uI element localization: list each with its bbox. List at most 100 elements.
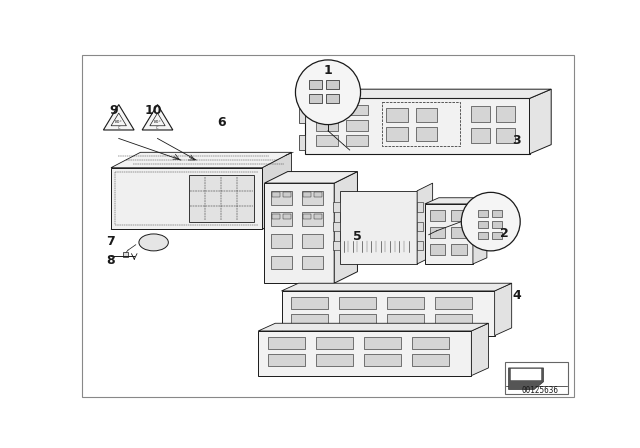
Polygon shape <box>104 104 134 130</box>
Polygon shape <box>415 108 437 121</box>
Polygon shape <box>492 232 502 238</box>
Polygon shape <box>271 212 292 226</box>
Polygon shape <box>472 128 490 143</box>
Polygon shape <box>346 104 367 116</box>
Polygon shape <box>386 127 408 141</box>
Polygon shape <box>496 128 515 143</box>
Polygon shape <box>386 108 408 121</box>
Polygon shape <box>340 191 417 264</box>
Polygon shape <box>303 192 311 197</box>
Polygon shape <box>451 227 467 238</box>
Polygon shape <box>339 314 376 326</box>
Text: 10: 10 <box>145 104 162 117</box>
Polygon shape <box>305 99 529 154</box>
Polygon shape <box>301 212 323 226</box>
Text: 80°: 80° <box>154 121 161 125</box>
Polygon shape <box>298 134 305 150</box>
Polygon shape <box>387 314 424 326</box>
Text: 6: 6 <box>217 116 226 129</box>
Polygon shape <box>264 183 334 283</box>
Polygon shape <box>429 227 445 238</box>
Polygon shape <box>435 314 472 326</box>
Polygon shape <box>364 337 401 349</box>
Polygon shape <box>505 362 568 394</box>
Polygon shape <box>417 183 433 264</box>
Polygon shape <box>451 210 467 221</box>
Polygon shape <box>417 241 423 250</box>
Polygon shape <box>412 337 449 349</box>
Polygon shape <box>333 241 340 250</box>
Polygon shape <box>346 135 367 146</box>
Polygon shape <box>268 354 305 366</box>
Polygon shape <box>425 204 473 264</box>
Polygon shape <box>272 192 280 197</box>
Polygon shape <box>478 232 488 238</box>
Polygon shape <box>111 214 292 229</box>
Polygon shape <box>259 331 472 375</box>
Text: C: C <box>156 126 159 130</box>
Polygon shape <box>478 221 488 228</box>
Polygon shape <box>415 127 437 141</box>
Polygon shape <box>412 354 449 366</box>
Polygon shape <box>333 202 340 211</box>
Polygon shape <box>316 354 353 366</box>
Text: 80°: 80° <box>115 121 123 125</box>
Text: 8: 8 <box>106 254 115 267</box>
Text: 1: 1 <box>324 64 332 77</box>
Polygon shape <box>282 283 511 291</box>
Polygon shape <box>316 104 338 116</box>
Polygon shape <box>271 234 292 248</box>
Polygon shape <box>478 210 488 217</box>
Polygon shape <box>282 291 495 336</box>
Polygon shape <box>271 255 292 269</box>
Text: 2: 2 <box>500 227 508 240</box>
Polygon shape <box>301 191 323 205</box>
Polygon shape <box>301 255 323 269</box>
Polygon shape <box>259 323 488 331</box>
Polygon shape <box>309 94 322 103</box>
Polygon shape <box>417 202 423 211</box>
Circle shape <box>296 60 360 125</box>
Polygon shape <box>472 106 490 121</box>
Polygon shape <box>305 89 551 99</box>
Polygon shape <box>472 323 488 375</box>
Polygon shape <box>303 214 311 219</box>
Polygon shape <box>429 244 445 255</box>
Polygon shape <box>291 297 328 309</box>
Polygon shape <box>495 283 511 336</box>
Polygon shape <box>429 210 445 221</box>
Polygon shape <box>451 244 467 255</box>
Polygon shape <box>425 198 487 204</box>
Polygon shape <box>339 297 376 309</box>
Circle shape <box>461 192 520 251</box>
Polygon shape <box>346 120 367 131</box>
Polygon shape <box>316 135 338 146</box>
Polygon shape <box>283 214 291 219</box>
Text: 9: 9 <box>109 104 118 117</box>
Polygon shape <box>301 234 323 248</box>
Polygon shape <box>268 337 305 349</box>
Polygon shape <box>509 368 543 389</box>
Text: 00125636: 00125636 <box>522 386 559 395</box>
Polygon shape <box>334 172 358 283</box>
Polygon shape <box>264 172 358 183</box>
Text: C: C <box>118 126 120 130</box>
Ellipse shape <box>139 234 168 251</box>
Polygon shape <box>417 222 423 231</box>
Polygon shape <box>291 314 328 326</box>
Polygon shape <box>326 80 339 89</box>
Text: 4: 4 <box>512 289 521 302</box>
Polygon shape <box>111 168 262 229</box>
Polygon shape <box>111 152 292 168</box>
Polygon shape <box>492 221 502 228</box>
Polygon shape <box>283 192 291 197</box>
Polygon shape <box>314 214 322 219</box>
Polygon shape <box>314 192 322 197</box>
Polygon shape <box>496 106 515 121</box>
Text: 3: 3 <box>512 134 521 146</box>
Polygon shape <box>123 252 128 257</box>
Polygon shape <box>309 80 322 89</box>
Polygon shape <box>326 94 339 103</box>
Polygon shape <box>511 370 541 380</box>
Polygon shape <box>435 297 472 309</box>
